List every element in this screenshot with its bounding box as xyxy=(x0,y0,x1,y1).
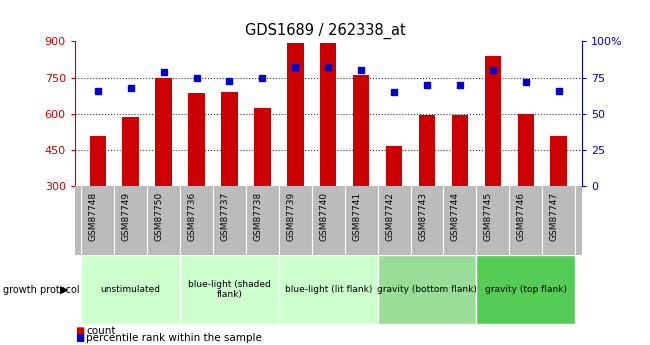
Bar xyxy=(81,255,180,324)
Text: blue-light (shaded
flank): blue-light (shaded flank) xyxy=(188,280,271,299)
Bar xyxy=(386,146,402,186)
Text: blue-light (lit flank): blue-light (lit flank) xyxy=(285,285,372,294)
Text: GSM87745: GSM87745 xyxy=(484,192,493,241)
Text: GSM87743: GSM87743 xyxy=(418,192,427,241)
Text: unstimulated: unstimulated xyxy=(101,285,161,294)
Text: GSM87736: GSM87736 xyxy=(188,192,196,241)
Bar xyxy=(476,255,575,324)
Text: GSM87749: GSM87749 xyxy=(122,192,131,241)
Text: GSM87750: GSM87750 xyxy=(155,192,164,241)
Text: ■: ■ xyxy=(75,326,84,336)
Bar xyxy=(517,114,534,186)
Bar xyxy=(485,56,501,186)
Bar xyxy=(551,136,567,186)
Bar xyxy=(279,255,378,324)
Bar xyxy=(155,78,172,186)
Text: GSM87739: GSM87739 xyxy=(287,192,295,241)
Text: ▶: ▶ xyxy=(60,285,69,295)
Text: GSM87740: GSM87740 xyxy=(319,192,328,241)
Bar xyxy=(452,115,468,186)
Text: growth protocol: growth protocol xyxy=(3,285,80,295)
Text: gravity (top flank): gravity (top flank) xyxy=(485,285,567,294)
Text: gravity (bottom flank): gravity (bottom flank) xyxy=(377,285,477,294)
Bar xyxy=(90,136,106,186)
Bar xyxy=(180,255,279,324)
Text: percentile rank within the sample: percentile rank within the sample xyxy=(86,333,263,343)
Bar xyxy=(287,42,304,186)
Text: GSM87741: GSM87741 xyxy=(352,192,361,241)
Text: GSM87746: GSM87746 xyxy=(517,192,526,241)
Text: GSM87737: GSM87737 xyxy=(220,192,229,241)
Bar xyxy=(419,115,436,186)
Bar xyxy=(122,117,139,186)
Text: GSM87747: GSM87747 xyxy=(550,192,559,241)
Text: ■: ■ xyxy=(75,333,84,343)
Bar xyxy=(353,75,369,186)
Text: GDS1689 / 262338_at: GDS1689 / 262338_at xyxy=(244,22,406,39)
Text: GSM87748: GSM87748 xyxy=(89,192,98,241)
Text: GSM87744: GSM87744 xyxy=(451,192,460,241)
Bar xyxy=(320,42,337,186)
Bar xyxy=(378,255,476,324)
Bar xyxy=(254,108,270,186)
Text: count: count xyxy=(86,326,116,336)
Text: GSM87738: GSM87738 xyxy=(254,192,263,241)
Bar xyxy=(221,92,238,186)
Text: GSM87742: GSM87742 xyxy=(385,192,394,241)
Bar xyxy=(188,93,205,186)
